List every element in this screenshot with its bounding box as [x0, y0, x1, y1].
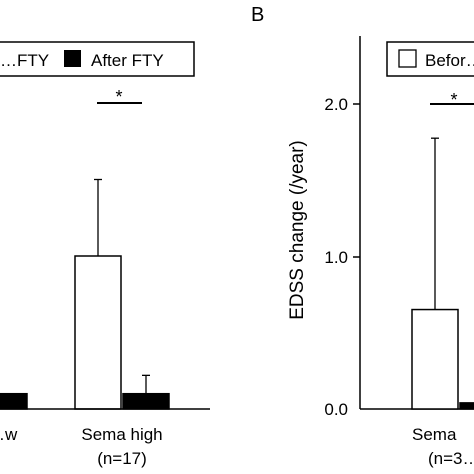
panel-a: …FTY After FTY * …w Sema high (n=17)	[0, 41, 210, 468]
legend-a-frame	[0, 41, 195, 77]
x-tick-a-1: …w	[0, 425, 18, 444]
y-axis-b-label: EDSS change (/year)	[287, 140, 308, 320]
legend-b-series-1-swatch	[398, 49, 417, 68]
legend-b-series-1-label: Befor…	[425, 51, 474, 70]
y-tick-b-2: 2.0	[324, 95, 348, 114]
panel-b-letter: B	[251, 4, 264, 26]
bar-b-s1-c1	[411, 308, 459, 410]
y-ticks-b: 0.0 1.0 2.0	[324, 95, 360, 419]
legend-b: Befor…	[386, 41, 474, 77]
y-tick-b-0: 0.0	[324, 400, 348, 419]
panel-b: B EDSS change (/year) 0.0 1.0 2.0 Befor……	[251, 4, 474, 468]
bar-a-s2-c1	[0, 392, 28, 410]
x-tick-b-1-n: (n=3…	[428, 449, 474, 468]
legend-a-series-1-label: …FTY	[0, 51, 49, 70]
bars-b	[411, 137, 474, 410]
y-tick-b-1: 1.0	[324, 248, 348, 267]
x-tick-a-2-n: (n=17)	[97, 449, 147, 468]
bar-a-s1-c2	[74, 255, 122, 410]
bars-a	[0, 178, 170, 410]
significance-star-b: *	[450, 90, 457, 110]
legend-a-series-2-label: After FTY	[91, 51, 164, 70]
x-tick-b-1: Sema	[412, 425, 457, 444]
legend-b-frame	[386, 41, 474, 77]
bar-a-s2-c2	[122, 392, 170, 410]
x-tick-a-2: Sema high	[81, 425, 162, 444]
legend-a: …FTY After FTY	[0, 41, 195, 77]
significance-star-a: *	[115, 87, 122, 107]
legend-a-series-2-swatch	[64, 50, 81, 67]
bar-b-s2-c1	[459, 402, 474, 410]
